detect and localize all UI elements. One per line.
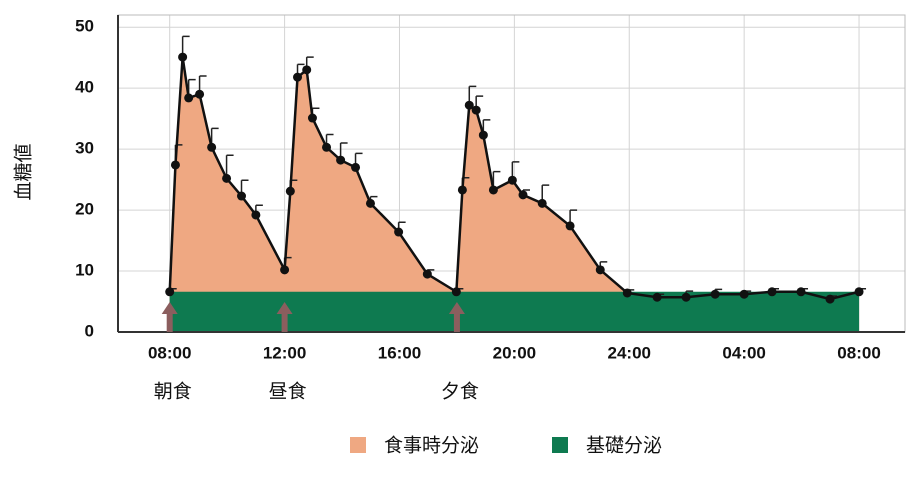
x-tick-label: 20:00 xyxy=(493,343,536,362)
point xyxy=(518,190,528,200)
point xyxy=(178,52,188,62)
meal-label: 夕食 xyxy=(441,381,479,403)
meal-arrow xyxy=(161,302,178,332)
point xyxy=(464,100,474,110)
x-tick-label: 08:00 xyxy=(148,343,191,362)
x-tick-label: 16:00 xyxy=(378,343,421,362)
point xyxy=(796,287,806,297)
meal-arrow xyxy=(276,302,293,332)
legend-swatch xyxy=(350,437,366,453)
line xyxy=(168,56,860,301)
point xyxy=(165,287,175,297)
point xyxy=(365,198,375,208)
point xyxy=(237,191,247,201)
x-tick-label: 04:00 xyxy=(722,343,765,362)
point xyxy=(170,160,180,170)
point xyxy=(251,210,261,220)
legend-label: 基礎分泌 xyxy=(586,435,662,457)
y-axis-label: 血糖値 xyxy=(13,143,35,200)
point xyxy=(537,198,547,208)
point xyxy=(451,287,461,297)
x-tick-label: 12:00 xyxy=(263,343,306,362)
legend-swatch xyxy=(552,437,568,453)
y-tick-label: 10 xyxy=(75,261,94,280)
point xyxy=(293,72,303,82)
point xyxy=(285,186,295,196)
point xyxy=(710,289,720,299)
point xyxy=(652,292,662,302)
point xyxy=(595,265,605,275)
point xyxy=(854,287,864,297)
meal-label: 昼食 xyxy=(269,381,307,403)
point xyxy=(302,65,312,75)
point xyxy=(195,89,205,99)
point xyxy=(207,142,217,152)
y-tick-label: 50 xyxy=(75,17,94,36)
area xyxy=(169,57,860,332)
point xyxy=(825,294,835,304)
point xyxy=(307,113,317,123)
point xyxy=(681,292,691,302)
point xyxy=(767,287,777,297)
point xyxy=(622,288,632,298)
point xyxy=(507,175,517,185)
point xyxy=(184,93,194,103)
point xyxy=(478,130,488,140)
meal-label: 朝食 xyxy=(154,381,192,403)
point xyxy=(457,185,467,195)
y-tick-label: 0 xyxy=(85,321,94,340)
point xyxy=(565,221,575,231)
point xyxy=(422,269,432,279)
point xyxy=(322,142,332,152)
legend-label: 食事時分泌 xyxy=(384,435,479,457)
point xyxy=(739,289,749,299)
basal-area xyxy=(169,291,860,332)
point xyxy=(280,265,290,275)
point xyxy=(222,173,232,183)
point xyxy=(471,105,481,115)
meal-arrow xyxy=(448,302,465,332)
y-tick-label: 40 xyxy=(75,78,94,97)
y-tick-label: 30 xyxy=(75,139,94,158)
x-tick-label: 08:00 xyxy=(837,343,880,362)
point xyxy=(336,155,346,165)
point xyxy=(351,162,361,172)
point xyxy=(394,227,404,237)
point xyxy=(488,185,498,195)
y-tick-label: 20 xyxy=(75,200,94,219)
x-tick-label: 24:00 xyxy=(608,343,651,362)
